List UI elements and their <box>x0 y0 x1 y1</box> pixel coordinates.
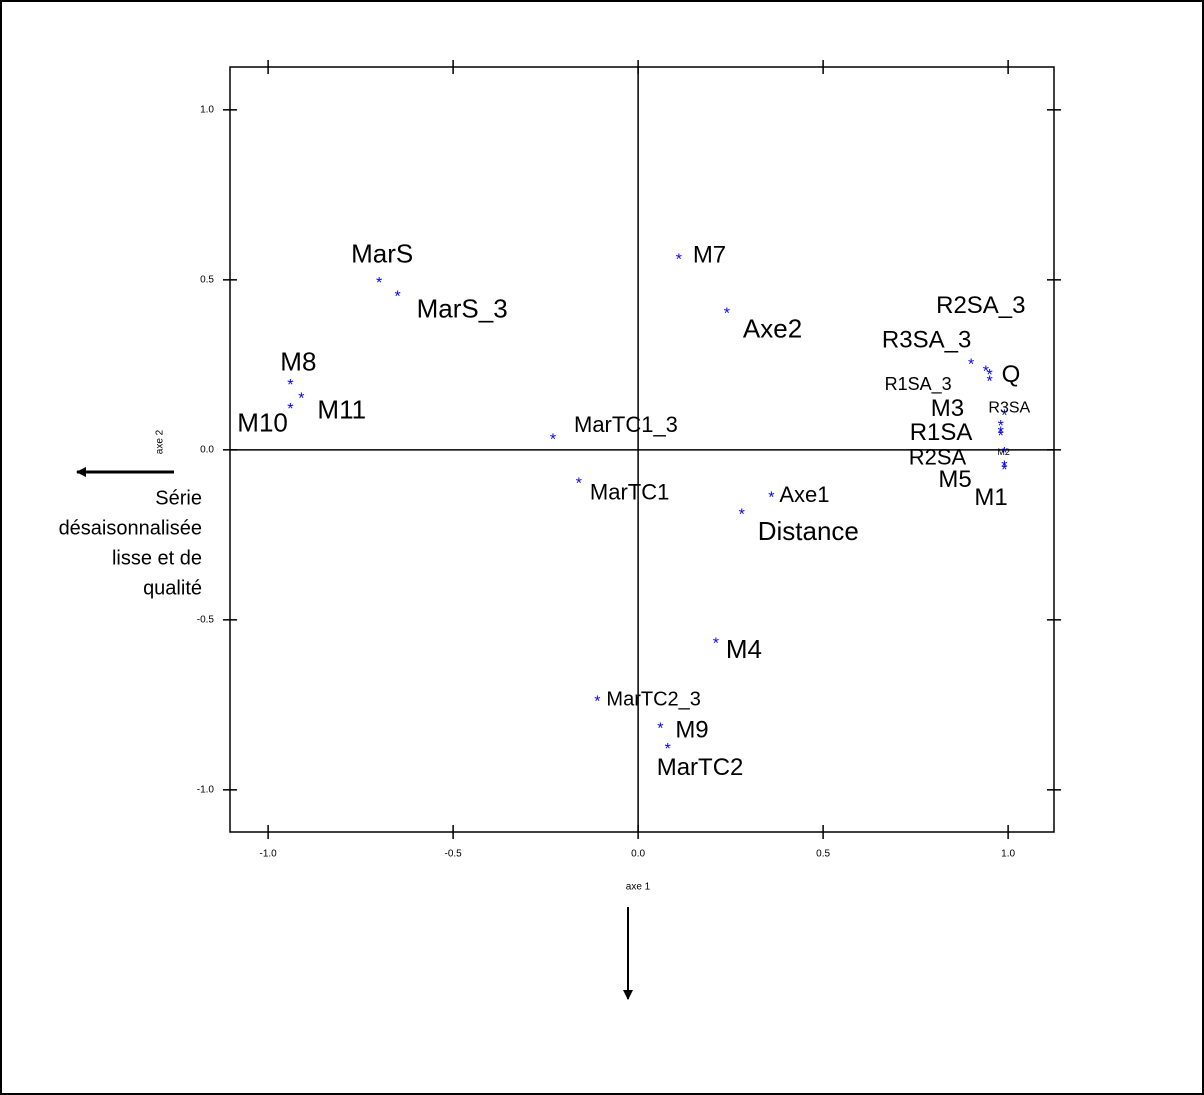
y-tick-label: 1.0 <box>200 104 214 115</box>
point: * <box>287 377 293 394</box>
y-axis-label: axe 2 <box>155 429 166 454</box>
point-label: M11 <box>317 394 366 424</box>
point-label: R3SA_3 <box>882 327 971 354</box>
point-label: MarTC1_3 <box>574 412 678 437</box>
x-tick-label: -1.0 <box>259 849 277 860</box>
point: * <box>576 476 582 493</box>
point-label: M4 <box>726 634 762 664</box>
point: * <box>1001 459 1007 476</box>
point: * <box>968 357 974 374</box>
point-label: R1SA <box>910 419 973 446</box>
x-tick-label: 0.5 <box>816 849 830 860</box>
point: * <box>594 693 600 710</box>
point: * <box>676 251 682 268</box>
point-label: R2SA <box>909 445 967 470</box>
point: * <box>998 425 1004 442</box>
point: * <box>665 741 671 758</box>
point-label: MarS <box>351 239 413 269</box>
point-label: MarTC1 <box>590 479 669 504</box>
point: * <box>987 374 993 391</box>
x-axis-label: axe 1 <box>626 882 651 893</box>
x-tick-label: -0.5 <box>444 849 462 860</box>
point: * <box>550 431 556 448</box>
point: * <box>768 489 774 506</box>
point: * <box>998 428 1004 445</box>
point-label: R1SA_3 <box>885 374 952 395</box>
annotation: lisse et de <box>112 547 202 569</box>
point-label: M2 <box>997 447 1010 457</box>
point: * <box>724 306 730 323</box>
x-tick-label: 1.0 <box>1001 849 1015 860</box>
point: * <box>987 367 993 384</box>
point-label: Q <box>1002 361 1021 388</box>
x-tick-label: 0.0 <box>631 849 645 860</box>
point-label: MarS_3 <box>417 293 508 323</box>
annotation: désaisonnalisée <box>59 517 202 539</box>
point-label: M9 <box>675 717 708 744</box>
annotation: Série <box>155 487 202 509</box>
point: * <box>287 401 293 418</box>
point-label: Distance <box>758 516 859 546</box>
y-tick-label: -0.5 <box>197 614 215 625</box>
point-label: R2SA_3 <box>936 292 1025 319</box>
y-tick-label: -1.0 <box>197 784 215 795</box>
point-label: MarTC2 <box>657 754 744 781</box>
point: * <box>298 391 304 408</box>
point: * <box>394 289 400 306</box>
y-tick-label: 0.0 <box>200 444 214 455</box>
point-label: M7 <box>693 241 726 268</box>
point-label: M8 <box>280 347 316 377</box>
point: * <box>983 363 989 380</box>
point: * <box>998 418 1004 435</box>
point-label: M5 <box>938 466 971 493</box>
point: * <box>739 506 745 523</box>
point-label: R3SA <box>988 400 1030 417</box>
point: * <box>1001 462 1007 479</box>
point: * <box>1001 445 1007 462</box>
point-label: M1 <box>974 484 1007 511</box>
point-label: M10 <box>237 408 288 438</box>
point: * <box>657 720 663 737</box>
point: * <box>713 635 719 652</box>
point-label: MarTC2_3 <box>606 688 700 710</box>
annotation: qualité <box>143 577 202 599</box>
y-tick-label: 0.5 <box>200 274 214 285</box>
point-label: Axe1 <box>779 482 829 507</box>
point: * <box>1001 408 1007 425</box>
point-label: M3 <box>931 395 964 422</box>
point-label: Axe2 <box>743 313 802 343</box>
point: * <box>376 275 382 292</box>
